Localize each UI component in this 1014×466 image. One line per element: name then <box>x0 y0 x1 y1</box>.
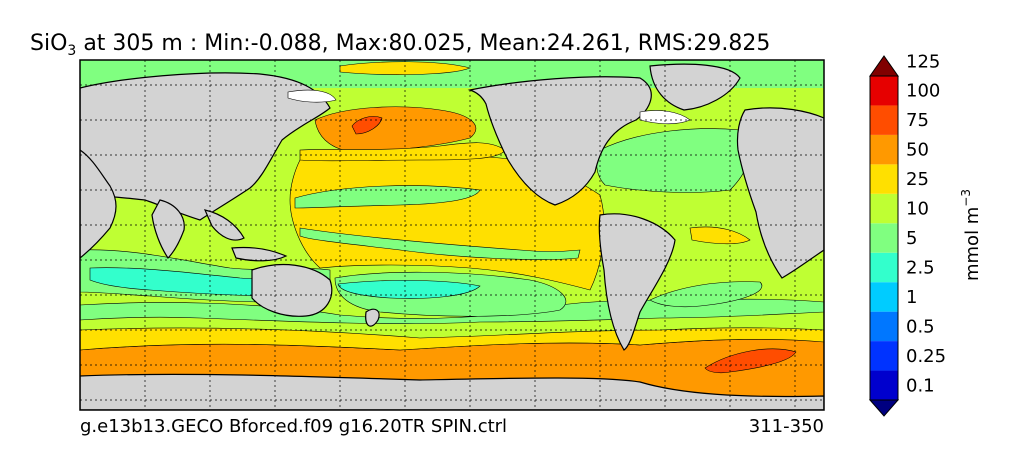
colorbar-tick-label: 25 <box>906 169 929 190</box>
colorbar-swatch <box>870 193 898 224</box>
colorbar-tick-label: 10 <box>906 199 929 220</box>
colorbar-tick-label: 0.5 <box>906 316 935 337</box>
land-southeast-asia <box>203 209 245 241</box>
colorbar-tick-label: 75 <box>906 110 929 131</box>
land-africa <box>80 149 117 259</box>
colorbar-swatch <box>870 370 898 400</box>
colorbar-unit: mmol m−3 <box>959 189 983 281</box>
colorbar-tick-label: 0.25 <box>906 346 946 367</box>
north-pacific-red <box>351 116 383 135</box>
map-panel <box>80 60 824 410</box>
missing-arctic-2 <box>639 110 691 125</box>
land-india <box>151 199 185 259</box>
footer-case-name: g.e13b13.GECO Bforced.f09 g16.20TR SPIN.… <box>80 416 507 437</box>
footer-years: 311-350 <box>749 416 824 437</box>
colorbar-swatch <box>870 282 898 312</box>
southern-red-patch <box>704 348 797 374</box>
colorbar-swatch <box>870 164 898 194</box>
colorbar-swatch <box>870 252 898 283</box>
colorbar <box>868 55 900 417</box>
title-subscript: 3 <box>67 43 76 59</box>
colorbar-swatch <box>870 311 898 342</box>
colorbar-extend-max <box>869 55 899 77</box>
graticule <box>80 60 824 410</box>
arctic-yellow <box>339 61 471 75</box>
land-masses <box>80 63 824 410</box>
colorbar-tick-label: 5 <box>906 228 917 249</box>
colorbar-tick-label: 2.5 <box>906 257 935 278</box>
title-variable: SiO <box>30 31 67 56</box>
colorbar-swatch <box>870 76 898 106</box>
colorbar-swatch <box>870 223 898 253</box>
land-antarctica <box>80 373 824 410</box>
colorbar-swatch <box>870 341 898 371</box>
colorbar-unit-base: mmol m <box>962 207 983 281</box>
title-stats: at 305 m : Min:-0.088, Max:80.025, Mean:… <box>76 31 770 56</box>
land-new-zealand <box>365 308 380 327</box>
map-frame <box>79 59 825 411</box>
pacific-green-tongue-north <box>294 185 481 209</box>
map-title: SiO3 at 305 m : Min:-0.088, Max:80.025, … <box>30 31 770 59</box>
colorbar-swatch <box>870 134 898 165</box>
colorbar-tick-label: 100 <box>906 81 940 102</box>
pacific-green-tongue-south <box>299 227 581 260</box>
colorbar-extend-min <box>868 399 900 417</box>
missing-data <box>287 89 691 125</box>
missing-arctic-1 <box>287 89 337 103</box>
colorbar-tick-label: 50 <box>906 140 929 161</box>
colorbar-tick-label: 0.1 <box>906 375 935 396</box>
land-south-america <box>598 213 676 351</box>
land-australia <box>251 263 333 317</box>
land-africa-east <box>736 107 824 279</box>
land-north-america <box>467 76 652 206</box>
atlantic-green-south <box>649 281 763 308</box>
atlantic-yellow-band <box>689 226 751 245</box>
land-greenland <box>649 63 741 111</box>
colorbar-tick-label: 125 <box>906 51 940 72</box>
southern-yellow-band <box>80 327 824 351</box>
colorbar-labels: 0.1 0.25 0.5 1 2.5 5 10 25 50 75 100 125 <box>906 51 946 396</box>
colorbar-tick-label: 1 <box>906 287 917 308</box>
colorbar-swatch <box>870 105 898 135</box>
colorbar-unit-exponent: −3 <box>959 189 973 207</box>
colorbar-frame <box>869 75 899 401</box>
